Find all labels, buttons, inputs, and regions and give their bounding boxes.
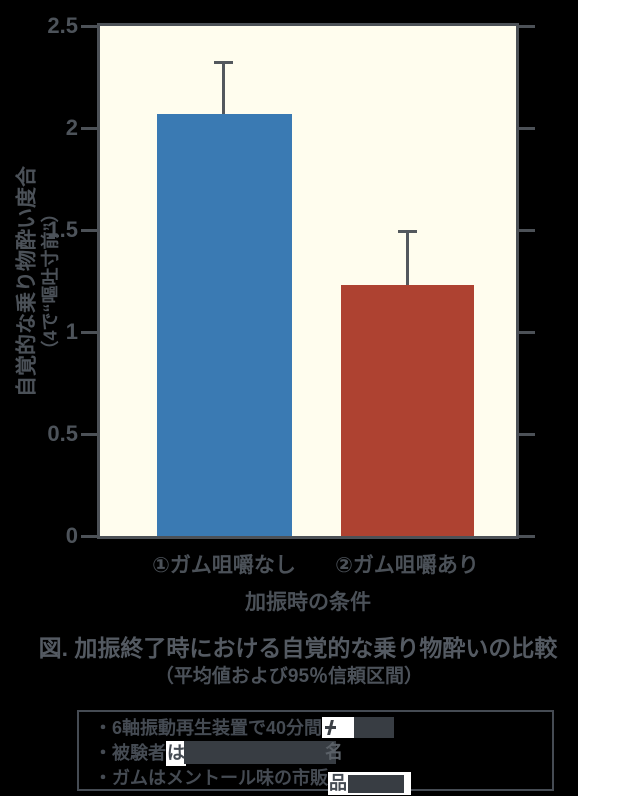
y-tick-right bbox=[519, 126, 535, 130]
note-1-text: ・6軸振動再生装置で40分間 bbox=[94, 718, 323, 738]
y-tick-left bbox=[81, 432, 97, 436]
y-tick-left bbox=[81, 24, 97, 28]
redaction-highlight-box: 品 bbox=[328, 772, 411, 795]
redaction-highlight-box bbox=[322, 717, 355, 738]
y-tick-right bbox=[519, 330, 535, 334]
redaction-dark-box bbox=[346, 717, 395, 738]
note-3-text: ・ガムはメントール味の市販 bbox=[94, 768, 328, 788]
redaction-dark-box bbox=[348, 774, 404, 793]
y-tick-left bbox=[81, 534, 97, 538]
bar-gum-chewing[interactable] bbox=[341, 285, 474, 536]
partial-glyph-fragment bbox=[325, 720, 337, 735]
y-tick-right bbox=[519, 228, 535, 232]
y-tick-left bbox=[81, 228, 97, 232]
note-2-text: ・被験者 bbox=[94, 743, 166, 763]
y-tick-right bbox=[519, 24, 535, 28]
y-axis-title-line2: （4で“嘔吐寸前”） bbox=[40, 204, 61, 359]
highlighted-char: は bbox=[166, 741, 186, 766]
y-tick-label: 0 bbox=[65, 523, 78, 548]
error-bar-no-gum bbox=[214, 60, 233, 114]
figure-canvas: 自覚的な乗り物酔い度合 （4で“嘔吐寸前”） 0 0.5 1 1.5 2 2.5 ①ガム咀… bbox=[0, 0, 578, 796]
y-tick-label: 1.5 bbox=[47, 217, 78, 242]
note-line-2: ・被験者は 名 bbox=[94, 741, 552, 766]
y-axis-title: 自覚的な乗り物酔い度合 （4で“嘔吐寸前”） bbox=[15, 132, 62, 432]
x-axis-title: 加振時の条件 bbox=[245, 591, 371, 614]
figure-title: 図. 加振終了時における自覚的な乗り物酔いの比較 bbox=[38, 635, 558, 661]
y-axis-title-line1: 自覚的な乗り物酔い度合 bbox=[15, 166, 39, 397]
error-bar-cap bbox=[398, 230, 417, 234]
x-category-gum: ②ガム咀嚼あり bbox=[335, 554, 479, 577]
trailing-char: 名 bbox=[325, 742, 343, 762]
y-tick-left bbox=[81, 330, 97, 334]
figure-subtitle: （平均値および95％信頼区間） bbox=[154, 666, 424, 687]
y-tick-left bbox=[81, 126, 97, 130]
y-tick-label: 2 bbox=[65, 115, 78, 140]
error-bar-cap bbox=[214, 60, 233, 64]
y-tick-label: 2.5 bbox=[47, 13, 78, 38]
bar-no-gum-chewing[interactable] bbox=[157, 113, 292, 536]
highlighted-char: 品 bbox=[329, 773, 347, 793]
plot-area bbox=[97, 23, 519, 539]
y-tick-label: 0.5 bbox=[47, 421, 78, 446]
y-tick-right bbox=[519, 534, 535, 538]
redaction-dark-box: 名 bbox=[184, 741, 343, 764]
notes-box: ・6軸振動再生装置で40分間 ・被験者は 名 ・ガムはメントール味の市販品 bbox=[77, 710, 554, 795]
note-line-3: ・ガムはメントール味の市販品 bbox=[94, 766, 552, 795]
y-tick-label: 1 bbox=[65, 319, 78, 344]
note-line-1: ・6軸振動再生装置で40分間 bbox=[94, 716, 552, 741]
y-tick-right bbox=[519, 432, 535, 436]
error-bar-gum bbox=[398, 230, 417, 286]
x-category-no-gum: ①ガム咀嚼なし bbox=[152, 554, 296, 577]
